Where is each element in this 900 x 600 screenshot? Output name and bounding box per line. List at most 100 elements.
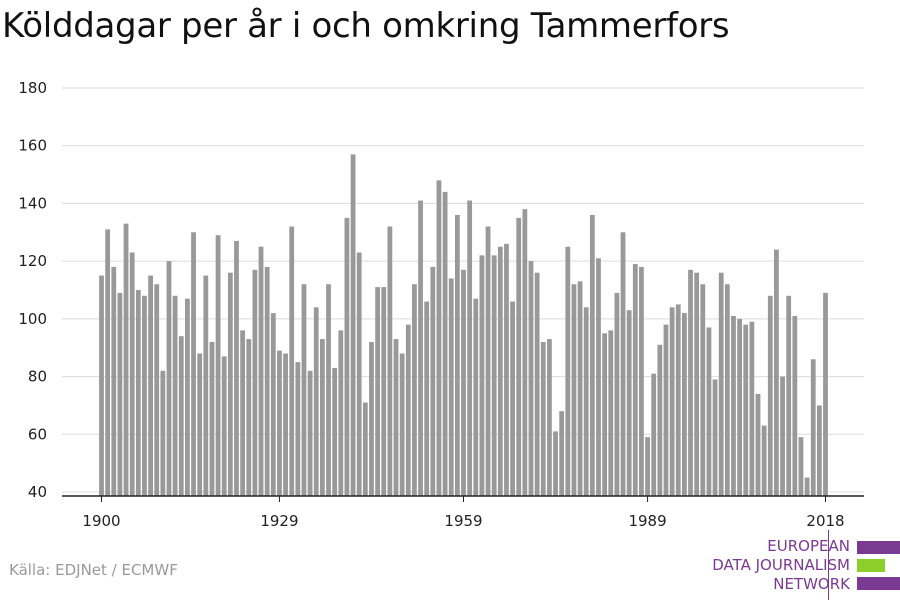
bar-1931 bbox=[289, 226, 295, 496]
bar-1951 bbox=[412, 284, 417, 496]
bar-1903 bbox=[117, 292, 123, 496]
bar-1952 bbox=[418, 200, 423, 497]
bar-1991 bbox=[657, 344, 663, 496]
bar-1940 bbox=[344, 217, 350, 497]
bar-1977 bbox=[571, 284, 577, 496]
bar-1969 bbox=[522, 209, 528, 496]
bar-1906 bbox=[135, 290, 141, 496]
bar-1999 bbox=[706, 327, 712, 496]
bar-1954 bbox=[430, 266, 436, 496]
source-note: Källa: EDJNet / ECMWF bbox=[9, 561, 178, 579]
bar-1990 bbox=[651, 373, 657, 496]
y-tick-label: 160 bbox=[18, 137, 47, 155]
x-tick-label: 2018 bbox=[806, 512, 844, 530]
bar-1947 bbox=[387, 226, 393, 496]
bar-1973 bbox=[547, 339, 552, 496]
bar-1971 bbox=[534, 272, 540, 496]
bar-1970 bbox=[528, 261, 534, 496]
bar-1941 bbox=[350, 154, 356, 496]
bar-2017 bbox=[816, 405, 822, 496]
bar-1986 bbox=[626, 310, 632, 496]
bar-2018 bbox=[823, 292, 828, 496]
bar-1921 bbox=[227, 272, 233, 496]
bar-1911 bbox=[166, 261, 172, 496]
bar-2005 bbox=[743, 324, 749, 496]
bar-1938 bbox=[332, 367, 338, 496]
bar-1936 bbox=[319, 339, 325, 496]
bar-2004 bbox=[737, 318, 742, 496]
bar-1956 bbox=[442, 191, 448, 496]
bar-1914 bbox=[185, 298, 190, 496]
bar-1934 bbox=[307, 370, 313, 496]
bar-1904 bbox=[123, 223, 129, 496]
edjnet-logo: EUROPEAN DATA JOURNALISM NETWORK bbox=[700, 530, 900, 600]
bar-2015 bbox=[804, 477, 810, 496]
bar-1928 bbox=[270, 313, 276, 496]
x-tick-label: 1959 bbox=[444, 512, 482, 530]
bar-1957 bbox=[448, 278, 454, 496]
bar-2007 bbox=[755, 393, 761, 496]
logo-divider bbox=[828, 530, 829, 600]
bar-1926 bbox=[258, 246, 264, 496]
x-tick-label: 1900 bbox=[82, 512, 120, 530]
bar-1966 bbox=[504, 243, 509, 496]
bar-1997 bbox=[694, 272, 700, 496]
logo-line-2: DATA JOURNALISM bbox=[712, 556, 850, 574]
bar-1988 bbox=[639, 266, 644, 496]
bar-1998 bbox=[700, 284, 706, 496]
bar-1942 bbox=[356, 252, 362, 496]
bar-1989 bbox=[645, 437, 650, 496]
bar-1912 bbox=[172, 295, 178, 496]
bar-1932 bbox=[295, 362, 301, 496]
bar-1905 bbox=[129, 252, 135, 496]
bar-1946 bbox=[381, 287, 387, 496]
bar-1994 bbox=[675, 304, 681, 496]
y-tick-label: 80 bbox=[28, 368, 47, 386]
bar-1985 bbox=[620, 232, 626, 497]
bar-1968 bbox=[516, 217, 522, 497]
x-tick-label: 1929 bbox=[260, 512, 298, 530]
bar-1900 bbox=[99, 275, 104, 496]
bar-2009 bbox=[767, 295, 773, 496]
bar-2008 bbox=[761, 425, 767, 496]
bar-1916 bbox=[197, 353, 203, 496]
bar-1963 bbox=[485, 226, 491, 496]
y-tick-label: 180 bbox=[18, 79, 47, 97]
bar-1945 bbox=[375, 287, 380, 496]
bar-2014 bbox=[798, 437, 804, 496]
y-tick-label: 140 bbox=[18, 194, 47, 212]
bar-1913 bbox=[178, 336, 184, 496]
y-tick-label: 60 bbox=[28, 425, 47, 443]
bar-1910 bbox=[160, 370, 166, 496]
bar-1908 bbox=[148, 275, 153, 496]
y-tick-label: 100 bbox=[18, 310, 47, 328]
bar-1992 bbox=[663, 324, 669, 496]
bar-2001 bbox=[718, 272, 724, 496]
bar-1950 bbox=[405, 324, 411, 496]
bar-1995 bbox=[681, 313, 687, 496]
bars bbox=[99, 154, 828, 497]
bar-1962 bbox=[479, 255, 485, 496]
bar-1929 bbox=[277, 350, 282, 496]
x-tick-label: 1989 bbox=[628, 512, 666, 530]
bar-1984 bbox=[614, 292, 620, 496]
bar-1922 bbox=[234, 240, 239, 496]
logo-line-3: NETWORK bbox=[773, 575, 850, 593]
bar-1955 bbox=[436, 180, 442, 496]
bar-1961 bbox=[473, 298, 479, 496]
bar-1917 bbox=[203, 275, 209, 496]
x-axis-ticks: 1900 1929 1959 1989 2018 bbox=[82, 496, 845, 530]
bar-1939 bbox=[338, 330, 344, 496]
bar-1949 bbox=[399, 353, 405, 496]
bar-1967 bbox=[510, 301, 515, 496]
bar-1933 bbox=[301, 284, 307, 496]
bar-2002 bbox=[724, 284, 730, 496]
bar-1943 bbox=[362, 402, 368, 496]
bar-1964 bbox=[491, 255, 497, 496]
bar-1958 bbox=[454, 214, 460, 496]
bar-1930 bbox=[283, 353, 288, 496]
logo-line-1: EUROPEAN bbox=[767, 537, 850, 555]
bar-1935 bbox=[313, 307, 319, 496]
bar-1920 bbox=[221, 356, 227, 496]
